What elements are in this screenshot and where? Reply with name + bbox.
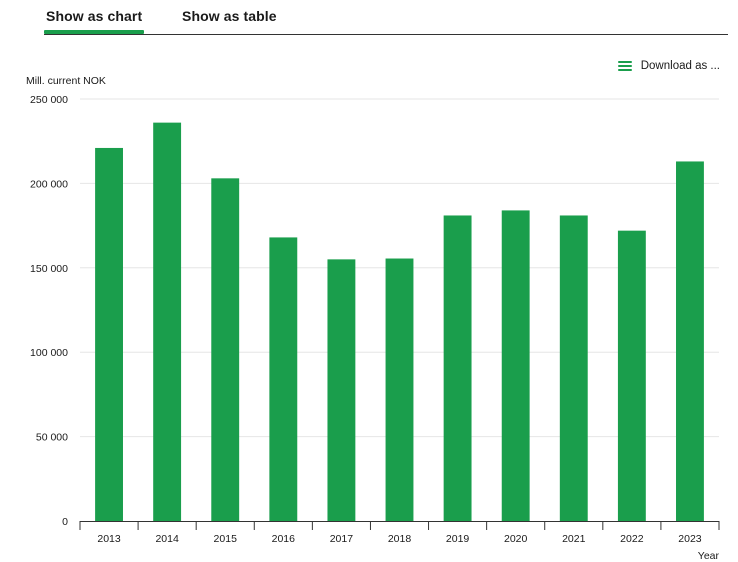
- x-tick-label: 2020: [504, 533, 528, 545]
- y-axis-label: Mill. current NOK: [26, 75, 106, 87]
- bar-2017[interactable]: [327, 259, 356, 521]
- y-tick-label: 50 000: [36, 432, 68, 444]
- x-tick-label: 2014: [155, 533, 179, 545]
- y-tick-label: 150 000: [30, 263, 68, 275]
- bar-2023[interactable]: [676, 161, 704, 521]
- view-tabs: Show as chart Show as table: [0, 0, 738, 36]
- bar-2015[interactable]: [211, 178, 240, 521]
- download-menu-button[interactable]: Download as ...: [617, 60, 720, 72]
- tab-show-as-table[interactable]: Show as table: [182, 8, 277, 24]
- bar-2019[interactable]: [443, 215, 472, 522]
- x-tick-label: 2019: [446, 533, 470, 545]
- menu-icon: [617, 60, 632, 72]
- bar-2014[interactable]: [153, 122, 182, 521]
- active-tab-indicator: [44, 30, 144, 34]
- tab-show-as-chart[interactable]: Show as chart: [46, 8, 143, 24]
- download-label: Download as ...: [640, 60, 720, 72]
- bar-2016[interactable]: [269, 237, 298, 521]
- y-tick-label: 0: [62, 516, 68, 528]
- x-tick-label: 2023: [678, 533, 702, 545]
- bar-2013[interactable]: [95, 147, 123, 521]
- bar-2020[interactable]: [501, 210, 530, 521]
- axes: 0 50 000 100 000 150 000 200 000 250 000 2013 2…: [30, 94, 720, 545]
- bars: [95, 122, 704, 522]
- x-tick-label: 2021: [562, 533, 586, 545]
- y-tick-label: 250 000: [30, 94, 68, 106]
- x-tick-label: 2017: [330, 533, 354, 545]
- bar-2021[interactable]: [559, 215, 588, 522]
- tabs-divider: [44, 34, 728, 35]
- x-tick-label: 2022: [620, 533, 644, 545]
- x-tick-label: 2016: [272, 533, 296, 545]
- x-tick-label: 2015: [214, 533, 238, 545]
- bar-2018[interactable]: [385, 258, 414, 521]
- y-tick-label: 200 000: [30, 178, 68, 190]
- y-tick-label: 100 000: [30, 347, 68, 359]
- x-axis-label: Year: [698, 550, 720, 562]
- bar-2022[interactable]: [617, 230, 646, 521]
- x-tick-label: 2013: [97, 533, 121, 545]
- x-tick-label: 2018: [388, 533, 412, 545]
